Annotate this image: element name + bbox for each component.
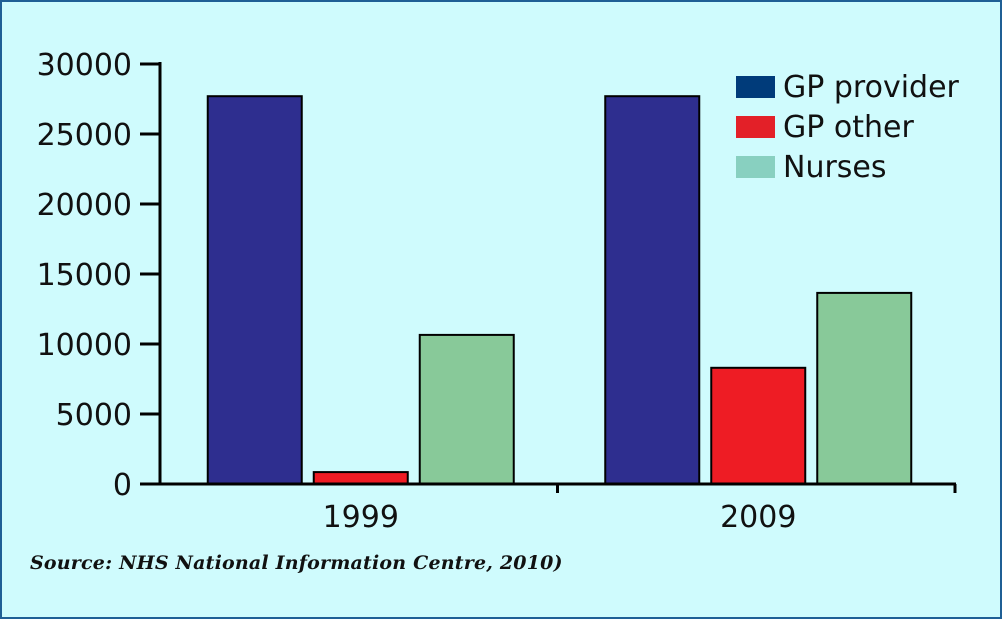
bars-group xyxy=(206,95,913,486)
y-tick-label: 25000 xyxy=(37,118,132,153)
y-tick-label: 30000 xyxy=(37,48,132,83)
legend-label-nurses: Nurses xyxy=(783,150,887,185)
legend-label-gp-provider: GP provider xyxy=(783,70,960,105)
bar-gp-other-1999 xyxy=(312,471,409,486)
x-tick-label: 2009 xyxy=(720,500,796,535)
axes-group: 0 5000 10000 15000 20000 25000 30000 1999 2009 xyxy=(37,48,957,535)
y-tick-label: 20000 xyxy=(37,188,132,223)
legend-swatch-gp-provider xyxy=(736,76,775,98)
x-tick-label: 1999 xyxy=(323,500,399,535)
bar-gp-other-2009 xyxy=(710,366,807,485)
y-tick-label: 15000 xyxy=(37,258,132,293)
bar-nurses-1999 xyxy=(418,333,515,485)
y-tick-label: 10000 xyxy=(37,328,132,363)
legend-swatch-gp-other xyxy=(736,116,775,138)
bar-gp-provider-1999 xyxy=(206,95,303,485)
source-note: Source: NHS National Information Centre,… xyxy=(30,552,563,574)
legend-swatch-nurses xyxy=(736,156,775,178)
legend-label-gp-other: GP other xyxy=(783,110,914,145)
bar-gp-provider-2009 xyxy=(604,95,701,485)
bar-nurses-2009 xyxy=(816,291,913,485)
y-tick-label: 0 xyxy=(113,468,132,503)
y-tick-label: 5000 xyxy=(56,398,132,433)
legend: GP provider GP other Nurses xyxy=(736,70,960,185)
